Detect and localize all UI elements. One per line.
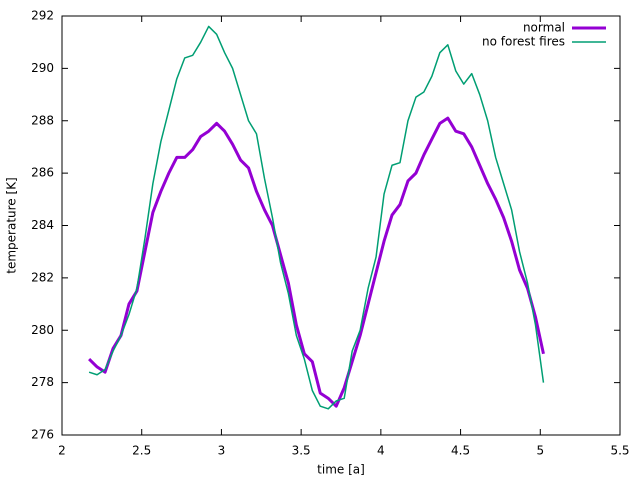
x-tick-label: 4.5 [451, 444, 470, 458]
y-tick-label: 286 [31, 166, 54, 180]
x-axis-label: time [a] [317, 463, 365, 477]
y-tick-label: 276 [31, 428, 54, 442]
series-line [88, 116, 545, 408]
x-tick-label: 4 [377, 444, 385, 458]
x-tick-label: 3.5 [292, 444, 311, 458]
plot-frame [61, 15, 621, 436]
y-tick-label: 288 [31, 113, 54, 127]
x-tick-label: 2 [58, 444, 66, 458]
x-tick-label: 2.5 [132, 444, 151, 458]
x-tick-label: 5 [536, 444, 544, 458]
series-line [88, 25, 545, 410]
x-tick-label: 3 [218, 444, 226, 458]
y-tick-label: 290 [31, 61, 54, 75]
y-tick-label: 292 [31, 9, 54, 23]
y-tick-label: 282 [31, 270, 54, 284]
legend-label: normal [523, 21, 565, 35]
y-tick-label: 278 [31, 375, 54, 389]
x-tick-label: 5.5 [610, 444, 629, 458]
y-tick-label: 284 [31, 218, 54, 232]
y-axis-label: temperature [K] [5, 177, 19, 273]
legend-label: no forest fires [482, 35, 565, 49]
y-tick-label: 280 [31, 323, 54, 337]
